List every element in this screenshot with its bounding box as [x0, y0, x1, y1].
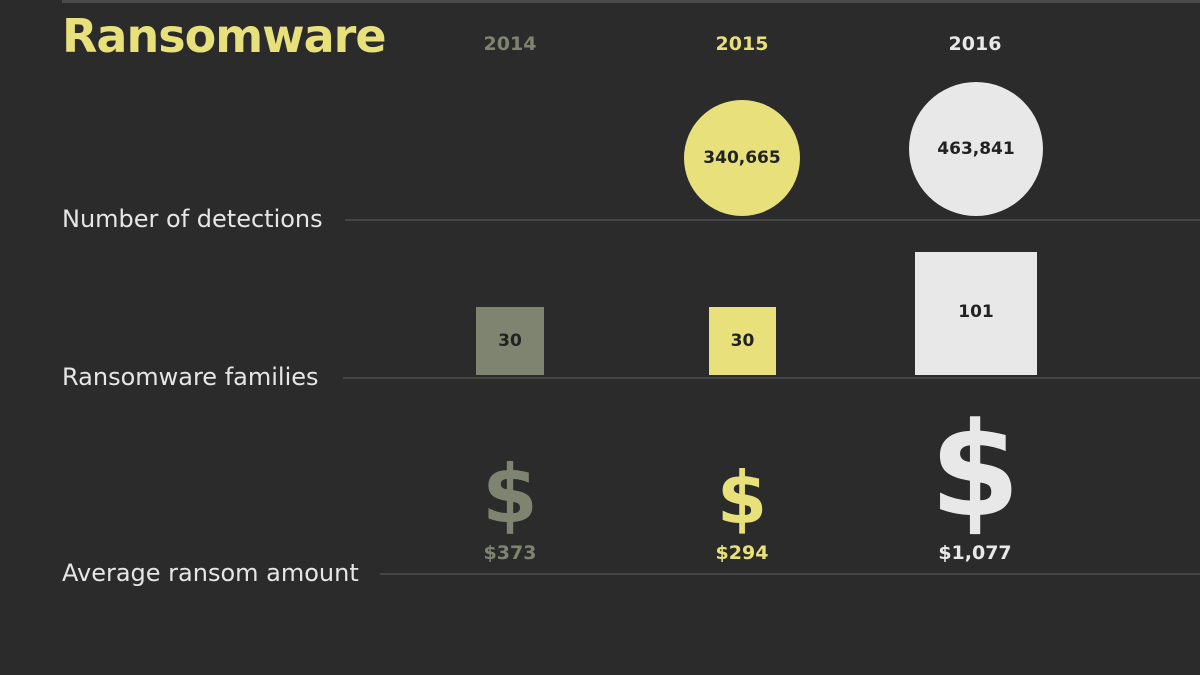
families-value-2016: 101 — [958, 302, 994, 322]
row-rule-families — [343, 377, 1200, 379]
detections-value-2015: 340,665 — [703, 148, 781, 168]
row-rule-ransom — [380, 573, 1200, 575]
ransom-value-2016: $1,077 — [938, 542, 1012, 564]
top-rule — [62, 0, 1200, 3]
detections-value-2016: 463,841 — [937, 139, 1015, 159]
detections-circle-2015: 340,665 — [684, 100, 800, 216]
row-label-ransom: Average ransom amount — [62, 559, 359, 587]
dollar-icon-2014: $ — [482, 448, 538, 541]
year-header-2016: 2016 — [948, 33, 1002, 55]
dollar-icon-2015: $ — [716, 456, 768, 540]
ransom-value-2014: $373 — [483, 542, 537, 564]
families-square-2014: 30 — [476, 307, 544, 375]
row-label-families: Ransomware families — [62, 363, 319, 391]
year-header-2014: 2014 — [483, 33, 537, 55]
ransom-value-2015: $294 — [715, 542, 769, 564]
families-square-2015: 30 — [709, 307, 776, 375]
year-header-2015: 2015 — [715, 33, 769, 55]
chart-title: Ransomware — [62, 9, 387, 63]
families-value-2014: 30 — [498, 331, 522, 351]
row-rule-detections — [345, 219, 1200, 221]
dollar-icon-2016: $ — [929, 394, 1021, 546]
families-value-2015: 30 — [730, 331, 755, 351]
detections-circle-2016: 463,841 — [909, 82, 1043, 216]
row-label-detections: Number of detections — [62, 205, 323, 233]
families-square-2016: 101 — [915, 252, 1037, 375]
